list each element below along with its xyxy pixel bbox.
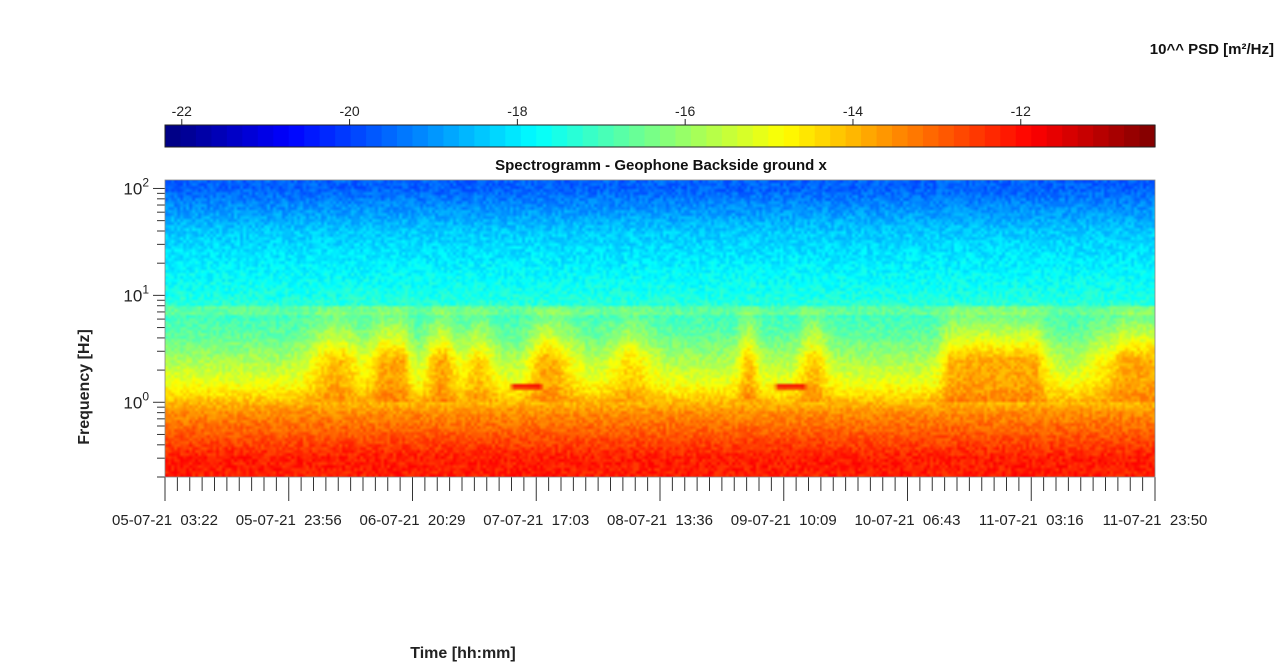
- y-axis: 100 101 102: [123, 175, 165, 478]
- colorbar-segment: [211, 125, 228, 147]
- colorbar-segment: [613, 125, 630, 147]
- colorbar-segment: [1124, 125, 1141, 147]
- colorbar-tick-label: -14: [843, 103, 863, 119]
- colorbar-tick-label: -18: [507, 103, 527, 119]
- colorbar-segment: [814, 125, 831, 147]
- colorbar-segment: [520, 125, 537, 147]
- y-tick-label: 101: [123, 282, 149, 305]
- colorbar-segment: [273, 125, 290, 147]
- colorbar-segment: [226, 125, 243, 147]
- colorbar-segment: [830, 125, 847, 147]
- colorbar-segment: [474, 125, 491, 147]
- spectrogram-raster: [165, 180, 1155, 477]
- colorbar-segment: [489, 125, 506, 147]
- colorbar-segment: [165, 125, 182, 147]
- colorbar-segment: [551, 125, 568, 147]
- colorbar-segment: [984, 125, 1001, 147]
- colorbar-tick-label: -16: [675, 103, 695, 119]
- colorbar-segment: [536, 125, 553, 147]
- colorbar-segment: [1015, 125, 1032, 147]
- spectrogram-heatmap: [165, 180, 1155, 477]
- colorbar-segment: [660, 125, 677, 147]
- colorbar-segment: [706, 125, 723, 147]
- colorbar-segment: [644, 125, 661, 147]
- colorbar-segment: [242, 125, 259, 147]
- colorbar-segment: [288, 125, 305, 147]
- colorbar-segment: [412, 125, 429, 147]
- colorbar-segment: [304, 125, 321, 147]
- x-axis-label: Time [hh:mm]: [410, 645, 515, 662]
- colorbar-segment: [1108, 125, 1125, 147]
- chart-title: Spectrogramm - Geophone Backside ground …: [495, 157, 827, 174]
- colorbar-label: 10^^ PSD [m²/Hz]: [1150, 41, 1274, 58]
- colorbar-tick-label: -12: [1011, 103, 1031, 119]
- x-tick-label: 07-07-21 17:03: [483, 512, 589, 529]
- y-axis-label: Frequency [Hz]: [76, 329, 93, 445]
- colorbar-segment: [427, 125, 445, 147]
- colorbar-segment: [690, 125, 708, 147]
- plot-frame: [164, 179, 1156, 478]
- colorbar-segment: [922, 125, 940, 147]
- x-tick-label: 11-07-21 03:16: [979, 512, 1084, 529]
- colorbar-segment: [845, 125, 862, 147]
- colorbar-segment: [752, 125, 769, 147]
- x-tick-label: 08-07-21 13:36: [607, 512, 713, 529]
- colorbar-segment: [721, 125, 738, 147]
- colorbar-segment: [598, 125, 615, 147]
- colorbar-segment: [397, 125, 414, 147]
- colorbar-segment: [257, 125, 274, 147]
- y-tick-label: 102: [123, 175, 149, 198]
- colorbar-segment: [783, 125, 800, 147]
- colorbar-segment: [582, 125, 599, 147]
- colorbar-segment: [335, 125, 352, 147]
- colorbar-segment: [768, 125, 785, 147]
- colorbar-tick-label: -22: [172, 103, 192, 119]
- colorbar-segment: [319, 125, 336, 147]
- colorbar-segment: [799, 125, 816, 147]
- colorbar-segment: [180, 125, 197, 147]
- colorbar-segment: [861, 125, 878, 147]
- colorbar-segment: [505, 125, 522, 147]
- colorbar-segment: [1031, 125, 1048, 147]
- colorbar-segment: [381, 125, 398, 147]
- colorbar-segment: [458, 125, 475, 147]
- colorbar-segment: [443, 125, 460, 147]
- x-axis: 05-07-21 03:22 05-07-21 23:56 06-07-21 20:…: [112, 179, 1208, 529]
- colorbar-tick-labels: -22 -20 -18 -16 -14 -12: [172, 103, 1031, 125]
- y-tick-label: 100: [123, 389, 149, 412]
- colorbar-segment: [1093, 125, 1110, 147]
- colorbar-segment: [938, 125, 955, 147]
- x-tick-label: 09-07-21 10:09: [731, 512, 837, 529]
- colorbar-segment: [953, 125, 970, 147]
- colorbar-segment: [567, 125, 584, 147]
- colorbar-segment: [629, 125, 646, 147]
- colorbar-segment: [907, 125, 924, 147]
- x-tick-label: 10-07-21 06:43: [855, 512, 961, 529]
- x-tick-label: 05-07-21 03:22: [112, 512, 218, 529]
- colorbar-segment: [675, 125, 692, 147]
- colorbar-segment: [1077, 125, 1094, 147]
- colorbar-tick-label: -20: [339, 103, 359, 119]
- colorbar-segment: [195, 125, 213, 147]
- colorbar-segment: [1139, 125, 1156, 147]
- colorbar-segment: [969, 125, 986, 147]
- colorbar-segment: [876, 125, 893, 147]
- colorbar-segment: [1046, 125, 1063, 147]
- x-tick-label: 06-07-21 20:29: [360, 512, 466, 529]
- colorbar-segment: [892, 125, 909, 147]
- colorbar-segment: [1062, 125, 1079, 147]
- colorbar-segment: [1000, 125, 1017, 147]
- colorbar-frame: [164, 124, 1156, 148]
- x-tick-label: 11-07-21 23:50: [1103, 512, 1208, 529]
- colorbar: [164, 124, 1156, 148]
- colorbar-segment: [737, 125, 754, 147]
- colorbar-segment: [366, 125, 383, 147]
- x-tick-label: 05-07-21 23:56: [236, 512, 342, 529]
- colorbar-segment: [350, 125, 367, 147]
